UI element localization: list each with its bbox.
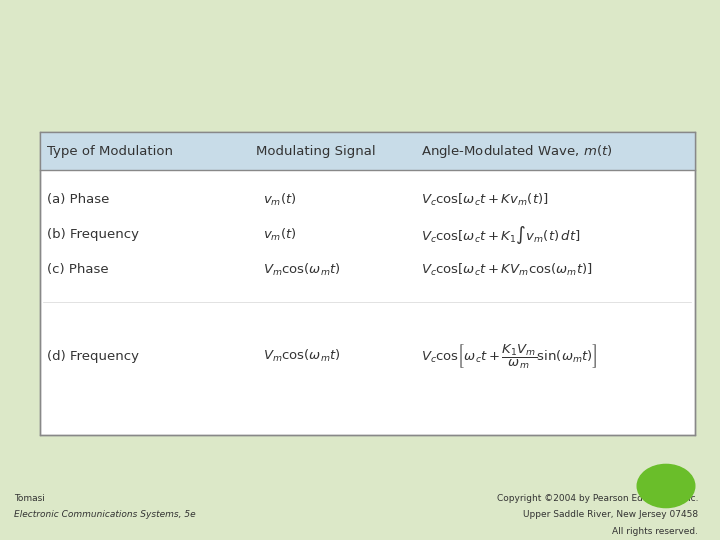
Text: (c) Phase: (c) Phase xyxy=(47,264,109,276)
Text: Angle-Modulated Wave, $m(t)$: Angle-Modulated Wave, $m(t)$ xyxy=(421,143,613,160)
Text: $V_c \cos[\omega_c t + Kv_m(t)]$: $V_c \cos[\omega_c t + Kv_m(t)]$ xyxy=(421,192,549,208)
Circle shape xyxy=(637,464,695,508)
Text: $V_c \cos\!\left[\omega_c t + \dfrac{K_1 V_m}{\omega_m} \sin(\omega_m t)\right]$: $V_c \cos\!\left[\omega_c t + \dfrac{K_1… xyxy=(421,342,598,370)
Text: Upper Saddle River, New Jersey 07458: Upper Saddle River, New Jersey 07458 xyxy=(523,510,698,519)
Text: $V_c \cos[\omega_c t + K_1{\int}v_m(t)\,dt]$: $V_c \cos[\omega_c t + K_1{\int}v_m(t)\,… xyxy=(421,224,580,246)
Text: $V_c \cos[\omega_c t + KV_m \cos(\omega_m t)]$: $V_c \cos[\omega_c t + KV_m \cos(\omega_… xyxy=(421,262,593,278)
Text: $v_m(t)$: $v_m(t)$ xyxy=(263,192,297,208)
Text: (b) Frequency: (b) Frequency xyxy=(47,228,139,241)
Text: Type of Modulation: Type of Modulation xyxy=(47,145,173,158)
Text: Electronic Communications Systems, 5e: Electronic Communications Systems, 5e xyxy=(14,510,196,519)
Text: (a) Phase: (a) Phase xyxy=(47,193,109,206)
FancyBboxPatch shape xyxy=(40,132,695,170)
Text: Tomasi: Tomasi xyxy=(14,494,45,503)
Text: $V_m \cos(\omega_m t)$: $V_m \cos(\omega_m t)$ xyxy=(263,348,341,364)
Text: $v_m(t)$: $v_m(t)$ xyxy=(263,227,297,243)
Text: All rights reserved.: All rights reserved. xyxy=(613,526,698,536)
Text: $V_m \cos(\omega_m t)$: $V_m \cos(\omega_m t)$ xyxy=(263,262,341,278)
FancyBboxPatch shape xyxy=(40,132,695,435)
Text: (d) Frequency: (d) Frequency xyxy=(47,350,139,363)
Text: Copyright ©2004 by Pearson Education, Inc.: Copyright ©2004 by Pearson Education, In… xyxy=(497,494,698,503)
Text: Modulating Signal: Modulating Signal xyxy=(256,145,375,158)
